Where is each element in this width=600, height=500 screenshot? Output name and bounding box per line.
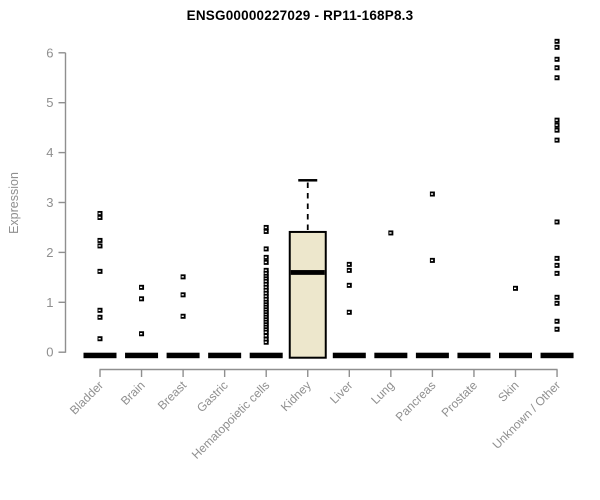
outlier-point-hole (264, 341, 267, 343)
outlier-point-hole (347, 269, 350, 272)
outlier-point-hole (264, 226, 267, 229)
outlier-point-hole (555, 119, 558, 121)
outlier-point-hole (264, 335, 267, 337)
outlier-point-hole (555, 77, 558, 79)
outlier-point-hole (140, 333, 143, 335)
box-median-line (290, 270, 325, 275)
category-label: Liver (327, 378, 355, 406)
outlier-point-hole (555, 124, 558, 126)
zero-box-bar (208, 352, 242, 359)
category-label: Brain (118, 378, 148, 408)
category-label: Bladder (67, 378, 106, 417)
outlier-point-hole (514, 287, 517, 290)
outlier-point-hole (555, 264, 558, 267)
outlier-point-hole (430, 193, 434, 195)
outlier-point-hole (555, 67, 558, 69)
outlier-point-hole (264, 286, 267, 289)
upper-whisker-cap (298, 179, 318, 182)
outlier-point-hole (264, 230, 267, 233)
outlier-point-hole (264, 272, 267, 275)
y-tick-label: 2 (46, 245, 53, 260)
outlier-point-hole (264, 256, 267, 259)
zero-box-bar (332, 352, 366, 359)
outlier-point-hole (264, 292, 267, 295)
zero-box-bar (125, 352, 159, 359)
zero-box-bar (457, 352, 491, 359)
outlier-point-hole (98, 316, 101, 318)
outlier-point-hole (98, 270, 101, 273)
outlier-point-hole (389, 232, 392, 234)
box-iqr (288, 230, 327, 359)
outlier-point-hole (98, 309, 101, 311)
outlier-point-hole (555, 302, 558, 304)
outlier-point-hole (264, 298, 267, 301)
outlier-point-hole (555, 129, 558, 131)
zero-box-bar (415, 352, 449, 359)
outlier-point-hole (181, 276, 184, 278)
zero-box-bar (374, 352, 408, 359)
y-tick-label: 6 (46, 45, 53, 60)
y-tick-label: 1 (46, 295, 53, 310)
y-tick-label: 5 (46, 95, 53, 110)
outlier-point-hole (347, 311, 350, 313)
outlier-point-hole (264, 248, 267, 250)
outlier-point-hole (98, 212, 101, 215)
outlier-point-hole (181, 294, 184, 296)
outlier-point-hole (555, 58, 558, 60)
zero-box-bar (499, 352, 532, 359)
outlier-point-hole (555, 296, 558, 299)
outlier-point-hole (555, 46, 558, 49)
zero-box-bar (249, 352, 283, 359)
outlier-point-hole (264, 338, 267, 340)
outlier-point-hole (264, 261, 267, 264)
chart-title: ENSG00000227029 - RP11-168P8.3 (186, 8, 414, 23)
outlier-point-hole (264, 295, 267, 298)
outlier-point-hole (181, 315, 184, 317)
zero-box-bar (166, 352, 200, 359)
y-tick-label: 4 (46, 145, 53, 160)
category-label: Pancreas (393, 378, 439, 424)
outlier-point-hole (347, 263, 350, 266)
outlier-point-hole (98, 338, 101, 340)
zero-box-bar (83, 352, 117, 359)
category-label: Lung (368, 378, 397, 407)
category-label: Hematopoietic cells (189, 378, 272, 461)
outlier-point-hole (264, 289, 267, 292)
category-label: Skin (495, 378, 521, 404)
y-tick-label: 3 (46, 195, 53, 210)
outlier-point-hole (555, 320, 558, 322)
outlier-point-hole (555, 139, 558, 141)
outlier-point-hole (555, 272, 558, 275)
outlier-point-hole (555, 221, 558, 223)
outlier-point-hole (98, 216, 101, 219)
outlier-point-hole (430, 259, 434, 262)
outlier-point-hole (347, 284, 350, 287)
outlier-point-hole (98, 239, 101, 242)
outlier-point-hole (140, 298, 143, 300)
outlier-point-hole (555, 257, 558, 260)
outlier-point-hole (264, 331, 267, 333)
category-label: Gastric (194, 378, 231, 415)
outlier-point-hole (264, 280, 267, 283)
outlier-point-hole (555, 40, 558, 43)
outlier-point-hole (140, 286, 143, 289)
y-tick-label: 0 (46, 345, 53, 360)
outlier-point-hole (264, 283, 267, 286)
y-axis-title: Expression (7, 172, 21, 234)
category-label: Breast (155, 378, 190, 413)
category-label: Kidney (278, 378, 314, 414)
outlier-point-hole (98, 245, 101, 247)
zero-box-bar (540, 352, 574, 359)
outlier-point-hole (555, 328, 558, 330)
outlier-point-hole (264, 269, 267, 272)
category-label: Prostate (439, 378, 481, 420)
